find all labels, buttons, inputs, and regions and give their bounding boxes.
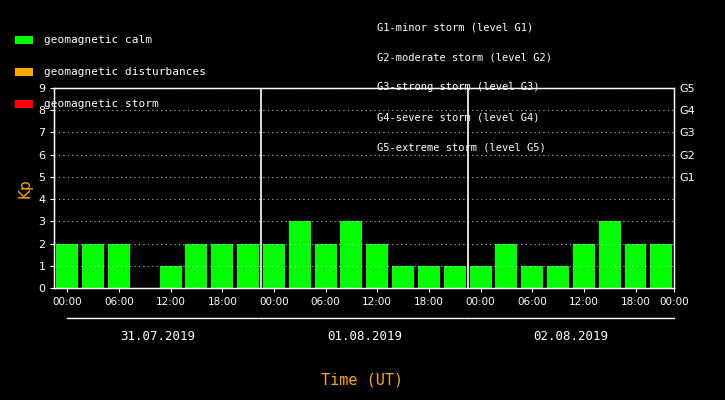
Bar (341, 221, 362, 288)
Bar (444, 266, 465, 288)
Bar (263, 244, 285, 288)
Bar (650, 244, 672, 288)
Bar (237, 244, 259, 288)
Text: 02.08.2019: 02.08.2019 (534, 330, 608, 343)
Bar (82, 244, 104, 288)
Text: G2-moderate storm (level G2): G2-moderate storm (level G2) (377, 52, 552, 62)
Text: G5-extreme storm (level G5): G5-extreme storm (level G5) (377, 142, 546, 152)
Text: 31.07.2019: 31.07.2019 (120, 330, 195, 343)
Bar (521, 266, 543, 288)
Bar (624, 244, 647, 288)
Bar (108, 244, 130, 288)
Text: 01.08.2019: 01.08.2019 (327, 330, 402, 343)
Text: G4-severe storm (level G4): G4-severe storm (level G4) (377, 112, 539, 122)
Bar (366, 244, 388, 288)
Bar (470, 266, 492, 288)
Y-axis label: Kp: Kp (17, 178, 33, 198)
Bar (211, 244, 233, 288)
Bar (57, 244, 78, 288)
Bar (573, 244, 594, 288)
Bar (289, 221, 311, 288)
Bar (315, 244, 336, 288)
Bar (418, 266, 440, 288)
Bar (495, 244, 518, 288)
Text: Time (UT): Time (UT) (321, 372, 404, 388)
Text: G3-strong storm (level G3): G3-strong storm (level G3) (377, 82, 539, 92)
Bar (599, 221, 621, 288)
Bar (160, 266, 181, 288)
Text: geomagnetic storm: geomagnetic storm (44, 99, 158, 109)
Text: geomagnetic disturbances: geomagnetic disturbances (44, 67, 205, 77)
Bar (392, 266, 414, 288)
Bar (547, 266, 569, 288)
Text: G1-minor storm (level G1): G1-minor storm (level G1) (377, 22, 534, 32)
Text: geomagnetic calm: geomagnetic calm (44, 35, 152, 45)
Bar (186, 244, 207, 288)
